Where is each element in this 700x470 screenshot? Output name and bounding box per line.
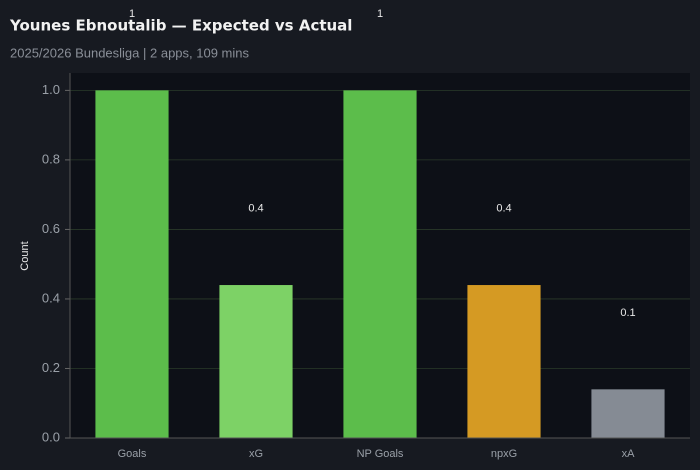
x-tick-label: xA (622, 448, 636, 460)
value-label: 1 (129, 8, 135, 20)
x-tick-label: Goals (118, 448, 147, 460)
x-tick-label: NP Goals (357, 448, 404, 460)
y-axis-label: Count (19, 241, 31, 270)
y-tick-label: 1.0 (42, 82, 60, 97)
bar (95, 90, 169, 438)
y-tick-label: 0.8 (42, 151, 60, 166)
value-label: 0.4 (248, 202, 263, 214)
value-label: 0.4 (496, 202, 511, 214)
bar (591, 389, 665, 438)
bar (467, 285, 541, 438)
chart-subtitle: 2025/2026 Bundesliga | 2 apps, 109 mins (10, 45, 249, 60)
bar (343, 90, 417, 438)
value-label: 0.1 (620, 307, 635, 319)
y-tick-label: 0.2 (42, 360, 60, 375)
y-tick-label: 0.6 (42, 221, 60, 236)
x-tick-label: xG (249, 448, 263, 460)
bar (219, 285, 293, 438)
value-label: 1 (377, 8, 383, 20)
x-tick-label: npxG (491, 448, 517, 460)
y-tick-label: 0.0 (42, 429, 60, 444)
chart-title: Younes Ebnoutalib — Expected vs Actual (9, 17, 352, 35)
y-tick-label: 0.4 (42, 290, 60, 305)
